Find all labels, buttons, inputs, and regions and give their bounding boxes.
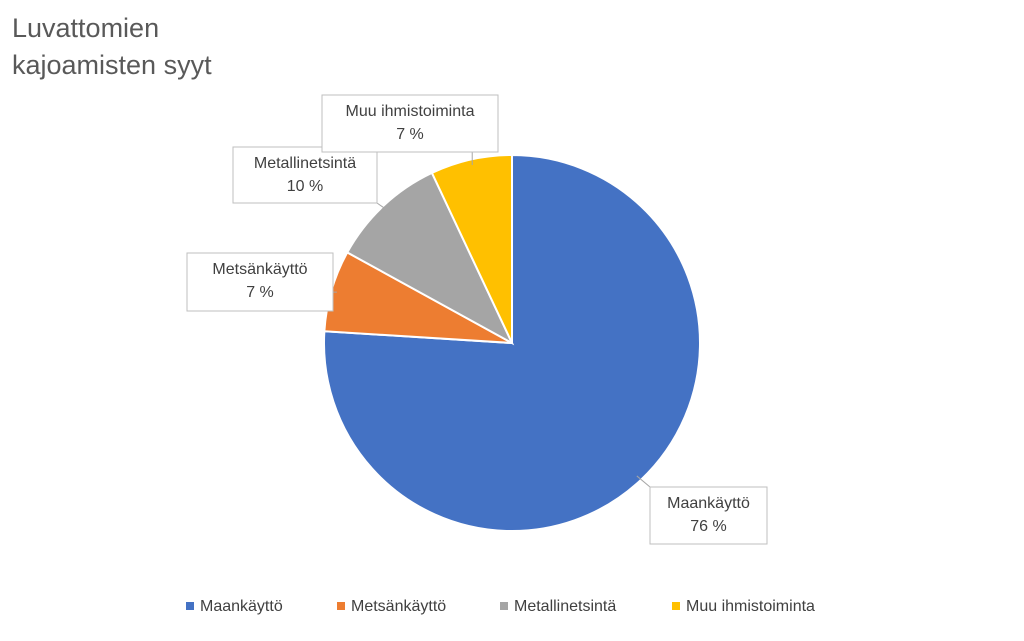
legend-label: Metallinetsintä (514, 598, 616, 615)
legend-marker (500, 602, 508, 610)
legend-label: Maankäyttö (200, 598, 283, 615)
data-label-value: 7 % (396, 126, 424, 143)
label-box (321, 94, 499, 153)
pie-slice (430, 153, 513, 344)
data-label-name: Muu ihmistoiminta (346, 103, 475, 120)
legend-marker (337, 602, 345, 610)
legend-marker (672, 602, 680, 610)
legend-label: Metsänkäyttö (351, 598, 446, 615)
data-label-name: Metsänkäyttö (212, 261, 307, 278)
leader-line (376, 202, 388, 211)
legend-label: Muu ihmistoiminta (686, 598, 815, 615)
label-box (232, 146, 378, 204)
chart-title: Luvattomien kajoamisten syyt (12, 13, 212, 80)
data-label-name: Maankäyttö (667, 495, 750, 512)
leader-line (636, 475, 651, 488)
data-label-value: 10 % (287, 178, 323, 195)
data-label-name: Metallinetsintä (254, 155, 356, 172)
label-box (649, 486, 768, 545)
label-box (186, 252, 334, 312)
legend-marker (186, 602, 194, 610)
data-label-value: 76 % (690, 518, 726, 535)
pie-slice (345, 171, 515, 346)
data-label-value: 7 % (246, 284, 274, 301)
